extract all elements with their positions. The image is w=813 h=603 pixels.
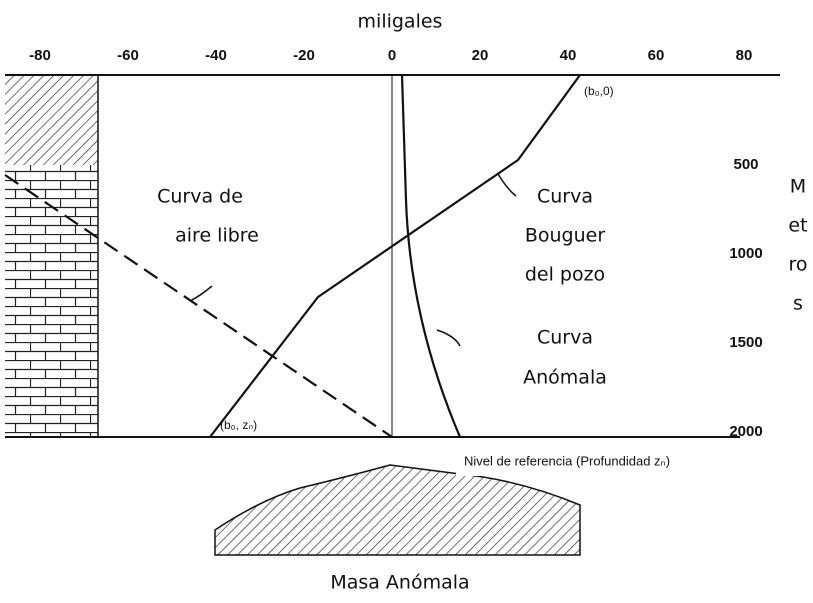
pointer [189, 285, 213, 302]
brick-layer [5, 165, 98, 437]
curve-label: Anómala [523, 367, 607, 389]
axis-title: miligales [358, 11, 443, 33]
x-tick-label: 40 [560, 47, 577, 64]
x-tick-label: 80 [736, 47, 753, 64]
anomalous-mass [214, 464, 581, 556]
x-ticks: -80 -60 -40 -20 0 20 40 60 80 [29, 47, 752, 64]
curves [4, 74, 581, 438]
hatched-layer [5, 76, 98, 165]
reference-label: Nivel de referencia (Profundidad zₙ) [464, 453, 670, 468]
curve-label: Curva [537, 327, 593, 349]
curve-label: del pozo [525, 264, 605, 286]
curve-label: Curva de [157, 186, 243, 208]
strata [5, 76, 98, 437]
x-tick-label: 60 [648, 47, 665, 64]
axes [5, 74, 780, 438]
depth-tick-label: 1500 [729, 334, 762, 351]
pointer [436, 329, 461, 347]
x-tick-label: -80 [29, 47, 51, 64]
curve-label: aire libre [175, 225, 259, 247]
depth-ticks: 500 1000 1500 2000 [729, 156, 762, 440]
curve-label: Curva [537, 186, 593, 208]
x-tick-label: -40 [205, 47, 227, 64]
anomalous-curve [400, 74, 462, 438]
depth-label: Met ro s [788, 176, 807, 315]
mass-label: Masa Anómala [330, 572, 469, 594]
depth-label-part: et [788, 215, 807, 237]
x-tick-label: 20 [472, 47, 489, 64]
pointer [497, 173, 517, 197]
depth-label-part: ro [788, 254, 807, 276]
point-label: (b₀, zₙ) [220, 418, 257, 432]
x-tick-label: -20 [293, 47, 315, 64]
depth-label-part: M [790, 176, 806, 198]
curve-label: Bouguer [525, 225, 605, 247]
label-box [456, 448, 792, 476]
x-tick-label: 0 [388, 47, 396, 64]
depth-label-part: s [793, 293, 803, 315]
point-label: (b₀,0) [584, 84, 614, 98]
x-tick-label: -60 [117, 47, 139, 64]
depth-tick-label: 2000 [729, 423, 762, 440]
depth-tick-label: 1000 [729, 245, 762, 262]
depth-tick-label: 500 [733, 156, 758, 173]
free-air-curve [4, 174, 393, 438]
bouguer-curve [209, 74, 581, 438]
